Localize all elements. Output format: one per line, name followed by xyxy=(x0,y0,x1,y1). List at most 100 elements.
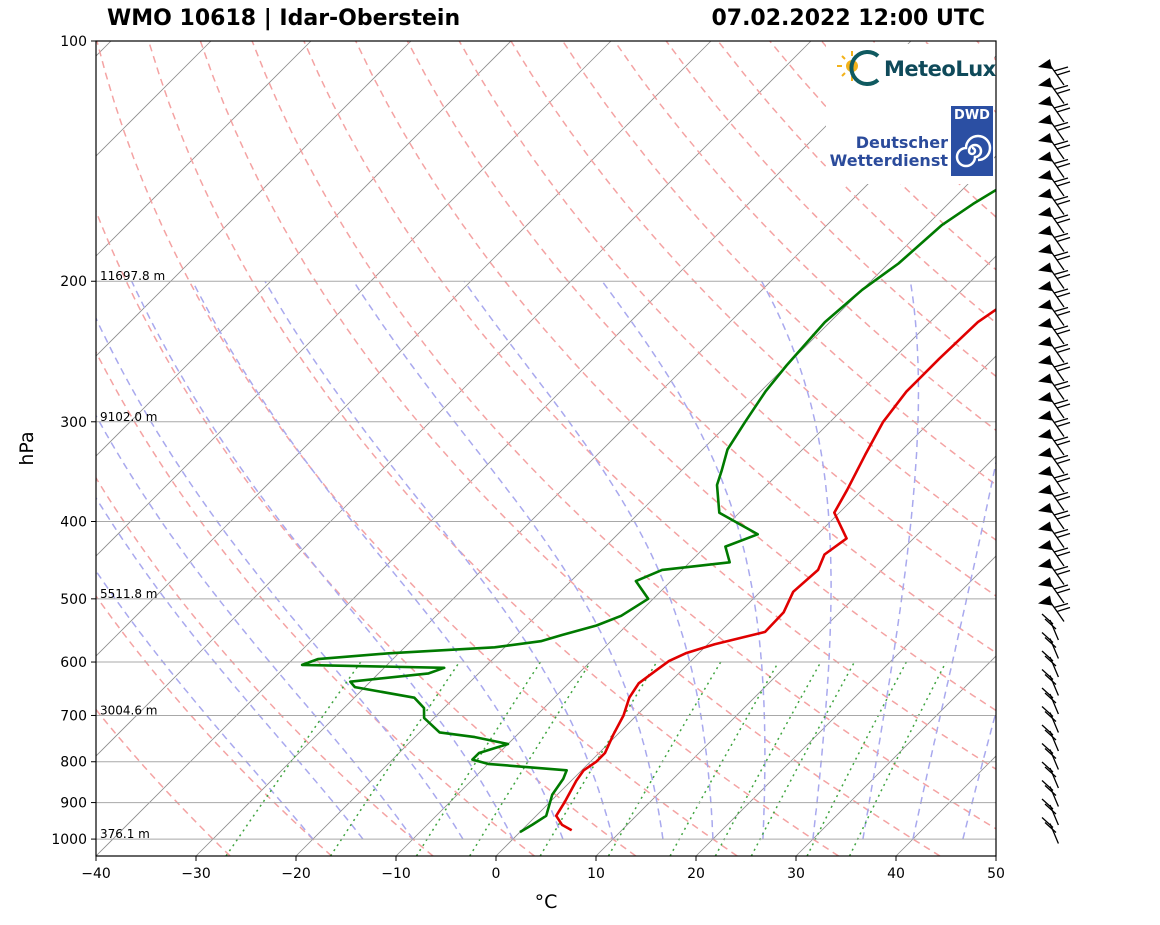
height-label: 9102.0 m xyxy=(100,410,158,424)
height-label: 5511.8 m xyxy=(100,587,158,601)
wind-barbs xyxy=(1038,59,1071,844)
moist-adiabat xyxy=(912,459,996,840)
moist-adiabat xyxy=(601,280,766,840)
moist-adiabat xyxy=(760,280,832,840)
wind-barb xyxy=(1038,59,1071,86)
wind-barb xyxy=(1038,577,1071,604)
mixing-ratio-line xyxy=(225,661,362,856)
x-tick-label: −40 xyxy=(81,866,111,882)
sounding-profiles xyxy=(300,188,996,834)
dwd-line2: Wetterdienst xyxy=(829,151,948,170)
isotherm-line xyxy=(495,355,996,856)
wind-barb xyxy=(1038,540,1071,567)
wind-barb xyxy=(1038,151,1071,178)
wind-barb xyxy=(1038,336,1071,363)
dry-adiabat xyxy=(613,41,996,432)
mixing-ratio-line xyxy=(848,661,947,856)
y-tick-label: 200 xyxy=(60,274,87,290)
y-tick-label: 300 xyxy=(60,415,87,431)
dry-adiabat xyxy=(458,41,996,597)
y-tick-label: 900 xyxy=(60,796,87,812)
wind-barb xyxy=(1038,262,1071,289)
spiral-icon xyxy=(955,134,992,168)
dry-adiabat xyxy=(147,41,840,856)
wind-barb xyxy=(1038,503,1071,530)
x-axis-label: °C xyxy=(535,891,558,913)
dwd-line1: Deutscher xyxy=(855,133,948,152)
mixing-ratio-line xyxy=(329,661,461,856)
wind-barb xyxy=(1038,410,1071,437)
wind-barb xyxy=(1041,669,1059,696)
plot-frame xyxy=(95,40,997,857)
dry-adiabat xyxy=(96,350,535,856)
meteolux-wordmark: MeteoLux xyxy=(884,57,996,81)
dewpoint-profile xyxy=(300,188,996,834)
moist-adiabat xyxy=(96,496,364,840)
wind-barb xyxy=(1038,114,1071,141)
dry-adiabat xyxy=(251,41,996,830)
station-title: WMO 10618 | Idar-Oberstein xyxy=(107,6,461,31)
height-label: 3004.6 m xyxy=(100,703,158,717)
wind-barb xyxy=(1038,188,1071,215)
isotherm-line xyxy=(96,41,812,757)
datetime-title: 07.02.2022 12:00 UTC xyxy=(711,6,985,31)
isotherm-line xyxy=(695,555,996,856)
mixing-ratio-line xyxy=(469,661,592,856)
logo-panel: MeteoLux Deutscher Wetterdienst DWD xyxy=(826,44,996,184)
wind-barb xyxy=(1038,299,1071,326)
y-tick-label: 600 xyxy=(60,655,87,671)
moist-adiabat xyxy=(264,280,614,840)
isotherm-line xyxy=(96,41,512,457)
wind-barb xyxy=(1038,207,1071,234)
wind-barb xyxy=(1038,96,1071,123)
isotherm-line xyxy=(395,255,996,856)
dry-adiabat xyxy=(303,41,996,771)
wind-barb xyxy=(1038,595,1071,622)
wind-barb xyxy=(1041,632,1059,659)
wind-barb xyxy=(1038,281,1071,308)
mixing-ratio-line xyxy=(806,661,907,856)
temperature-profile xyxy=(554,307,996,832)
wind-barb xyxy=(1038,466,1071,493)
y-axis-label: hPa xyxy=(16,431,38,465)
y-axis-ticks: 100 200 300 400 500 600 700 800 900 1000 xyxy=(51,34,96,848)
isotherm-line xyxy=(96,41,412,357)
moist-adiabat xyxy=(96,569,314,840)
dry-adiabat xyxy=(96,209,637,856)
moist-adiabat xyxy=(96,316,464,840)
moist-adiabat xyxy=(862,281,920,840)
mixing-ratio-line xyxy=(607,661,722,856)
moist-adiabat xyxy=(191,280,564,840)
isotherm-line xyxy=(96,41,912,856)
height-labels: 11697.8 m 9102.0 m 5511.8 m 3004.6 m 376.1 m xyxy=(100,269,165,841)
moist-adiabat xyxy=(962,709,996,840)
wind-barb xyxy=(1038,77,1071,104)
wind-barb xyxy=(1041,613,1059,641)
mixing-ratio-line xyxy=(415,661,542,856)
wind-barb xyxy=(1038,558,1071,585)
height-label: 11697.8 m xyxy=(100,269,165,283)
wind-barb xyxy=(1038,133,1071,160)
height-label: 376.1 m xyxy=(100,827,150,841)
wind-barb xyxy=(1041,650,1059,678)
y-tick-label: 700 xyxy=(60,708,87,724)
y-tick-label: 100 xyxy=(60,34,87,50)
dry-adiabat xyxy=(355,41,996,712)
wind-barb xyxy=(1038,318,1071,345)
moist-adiabat xyxy=(96,414,414,840)
moist-adiabat xyxy=(131,280,514,840)
wind-barb xyxy=(1038,392,1071,419)
wind-barb xyxy=(1041,817,1059,844)
wind-barb xyxy=(1038,429,1071,456)
isotherm-line xyxy=(995,855,996,856)
wind-barb xyxy=(1038,373,1071,400)
wind-barb xyxy=(1038,244,1071,271)
dwd-abbr: DWD xyxy=(954,108,990,123)
dry-adiabat xyxy=(406,41,996,654)
isotherm-line xyxy=(96,41,312,257)
wind-barb xyxy=(1038,355,1071,382)
dry-adiabat xyxy=(96,41,738,856)
isotherm-line xyxy=(795,655,996,856)
mixing-ratio-line xyxy=(669,661,780,856)
